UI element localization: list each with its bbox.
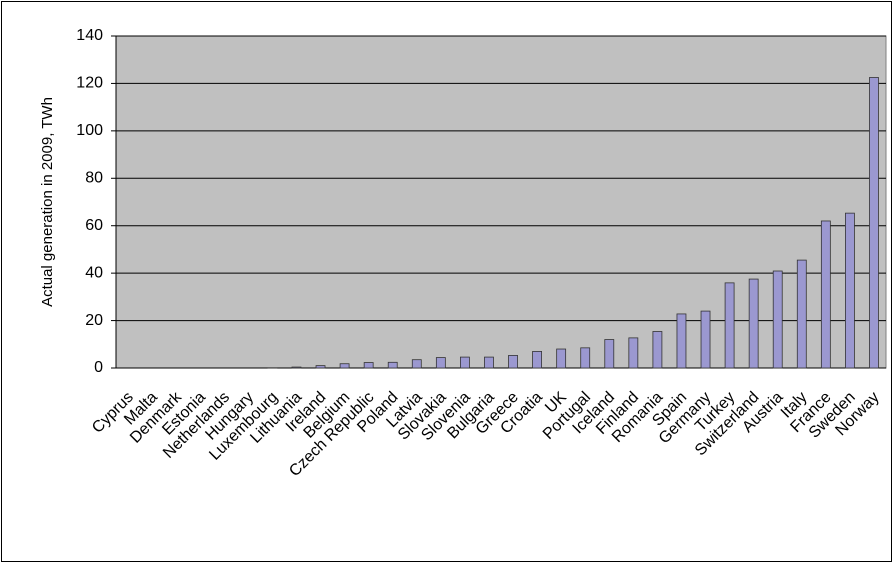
y-tick-label: 60 [85, 217, 103, 234]
y-tick-label: 0 [94, 359, 103, 376]
y-axis-label: Actual generation in 2009, TWh [39, 97, 56, 307]
bar [533, 351, 542, 368]
bar [316, 366, 325, 368]
bar [629, 338, 638, 368]
bar [773, 271, 782, 368]
bar [845, 213, 854, 368]
y-tick-label: 40 [85, 264, 103, 281]
bar [797, 260, 806, 368]
bar [605, 340, 614, 368]
bar [725, 283, 734, 368]
y-tick-label: 80 [85, 170, 103, 187]
plot-area [116, 36, 886, 368]
bar [509, 355, 518, 368]
bar [581, 348, 590, 368]
bar [749, 279, 758, 368]
y-tick-label: 100 [76, 122, 103, 139]
bar [557, 349, 566, 368]
bar [340, 364, 349, 368]
y-tick-label: 140 [76, 27, 103, 44]
bar [821, 221, 830, 368]
bar [436, 358, 445, 368]
bar [701, 311, 710, 368]
bar [292, 367, 301, 368]
y-tick-label: 120 [76, 75, 103, 92]
bar [869, 78, 878, 369]
y-tick-label: 20 [85, 312, 103, 329]
bar [653, 331, 662, 368]
bar [677, 314, 686, 368]
bar [484, 357, 493, 368]
bar [460, 357, 469, 368]
bar [388, 362, 397, 368]
bar [412, 360, 421, 368]
bar [364, 363, 373, 368]
